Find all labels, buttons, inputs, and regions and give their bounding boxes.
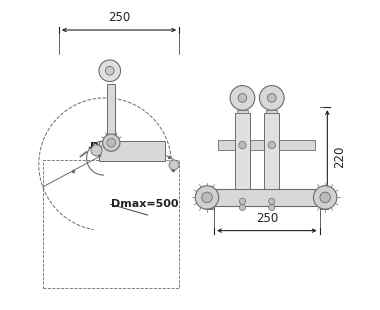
Text: Dmax=500: Dmax=500 <box>111 199 179 209</box>
Circle shape <box>103 134 120 151</box>
Bar <box>321 186 328 209</box>
Circle shape <box>169 160 179 170</box>
Bar <box>108 84 115 141</box>
Bar <box>213 189 320 206</box>
Circle shape <box>230 86 255 110</box>
Text: 250: 250 <box>108 11 130 24</box>
Circle shape <box>202 192 212 203</box>
Circle shape <box>239 204 245 210</box>
Bar <box>264 113 280 189</box>
Circle shape <box>314 186 337 209</box>
Text: 220: 220 <box>334 145 347 168</box>
Circle shape <box>91 145 102 156</box>
Circle shape <box>107 138 116 147</box>
Circle shape <box>195 186 219 209</box>
Circle shape <box>105 66 114 75</box>
Circle shape <box>99 60 120 82</box>
Bar <box>237 110 248 113</box>
Bar <box>206 186 212 209</box>
Circle shape <box>260 86 284 110</box>
Text: 250: 250 <box>256 212 278 225</box>
Circle shape <box>238 94 247 102</box>
Bar <box>266 110 277 113</box>
Bar <box>43 160 179 288</box>
Circle shape <box>269 198 275 204</box>
Circle shape <box>320 192 331 203</box>
Circle shape <box>268 94 276 102</box>
Circle shape <box>239 141 246 149</box>
Text: Dmin=150: Dmin=150 <box>90 142 154 152</box>
Circle shape <box>269 204 275 210</box>
Circle shape <box>239 198 245 204</box>
Bar <box>218 140 315 150</box>
Circle shape <box>268 141 276 149</box>
Bar <box>99 141 165 161</box>
Bar <box>235 113 250 189</box>
